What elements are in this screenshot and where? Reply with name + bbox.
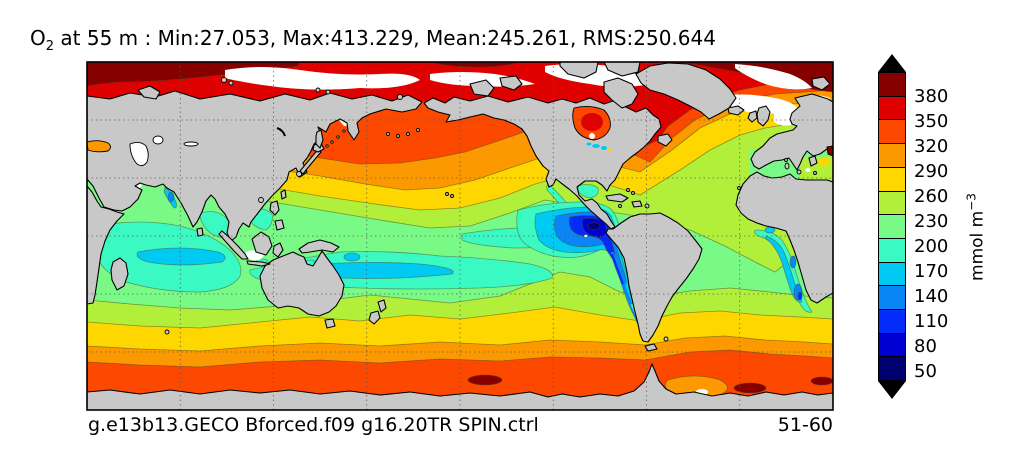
mindanao [274, 219, 285, 231]
colorbar-cell [878, 95, 906, 121]
plot-title: O2 at 55 m : Min:27.053, Max:413.229, Me… [30, 26, 716, 54]
arctic-island [499, 75, 523, 91]
tasmania [324, 318, 336, 329]
colorbar-cell [878, 214, 906, 240]
new-zealand-south [368, 310, 381, 325]
colorbar-cell [878, 237, 906, 263]
baffin-island [603, 77, 639, 109]
great-lakes [586, 142, 612, 152]
colorbar-cell [878, 332, 906, 358]
colorbar-cell [878, 72, 906, 97]
hispaniola [631, 200, 643, 208]
sumatra [218, 230, 249, 260]
south-america [605, 212, 703, 343]
greece [808, 155, 818, 167]
taiwan [280, 189, 287, 200]
colorbar-extend-down-arrow [878, 381, 906, 400]
colorbar-cell [878, 261, 906, 287]
colorbar-cell [878, 356, 906, 382]
tierra-del-fuego [644, 343, 658, 352]
eurasia [87, 90, 423, 242]
run-label: g.e13b13.GECO Bforced.f09 g16.20TR SPIN.… [88, 414, 539, 436]
aral-sea [152, 135, 164, 145]
colorbar [878, 54, 906, 400]
black-sea-east-notch [826, 145, 833, 157]
hudson-bay-inner [581, 113, 603, 131]
arctic-island [559, 62, 599, 79]
map-frame [86, 61, 834, 411]
colorbar-cell [878, 285, 906, 311]
antarctica [87, 363, 833, 410]
sri-lanka [196, 227, 204, 237]
madagascar [110, 257, 129, 291]
java [246, 260, 271, 267]
philippines [269, 200, 280, 216]
title-stats: at 55 m : Min:27.053, Max:413.229, Mean:… [54, 26, 716, 50]
title-subscript: 2 [45, 39, 55, 54]
colorbar-cell [878, 309, 906, 335]
europe [750, 93, 833, 171]
colorbar-cells [878, 72, 906, 382]
hudson-white-spot [589, 133, 595, 139]
newfoundland [657, 133, 673, 147]
colorbar-unit-label: mmol m−3 [965, 193, 988, 281]
borneo [251, 231, 273, 256]
unit-text: mmol m [967, 210, 988, 281]
east-africa [87, 185, 125, 305]
new-zealand-north [377, 299, 387, 313]
time-range-label: 51-60 [777, 414, 833, 436]
graticule [87, 62, 833, 410]
title-variable: O [30, 26, 46, 50]
caspian-sea [129, 141, 149, 167]
sakhalin [315, 129, 324, 149]
lake-baikal [276, 127, 286, 137]
colorbar-extend-up-arrow [878, 54, 906, 72]
inland-waters [87, 105, 833, 167]
lake-balkhash [183, 141, 199, 147]
arctic-island [603, 62, 641, 77]
small-islands [164, 77, 817, 342]
australia [259, 250, 345, 317]
svalbard [811, 76, 831, 91]
colorbar-cell [878, 190, 906, 216]
colorbar-cell [878, 143, 906, 169]
unit-exponent: −3 [964, 193, 979, 211]
new-guinea [298, 239, 340, 254]
japan-honshu [299, 149, 322, 175]
arctic-island [469, 79, 495, 97]
novaya-zemlya [137, 85, 161, 100]
continents [87, 62, 833, 410]
colorbar-cell [878, 166, 906, 192]
greenland [635, 62, 737, 120]
colorbar-cell [878, 119, 906, 145]
black-sea-west [87, 140, 111, 153]
cuba [605, 193, 629, 203]
